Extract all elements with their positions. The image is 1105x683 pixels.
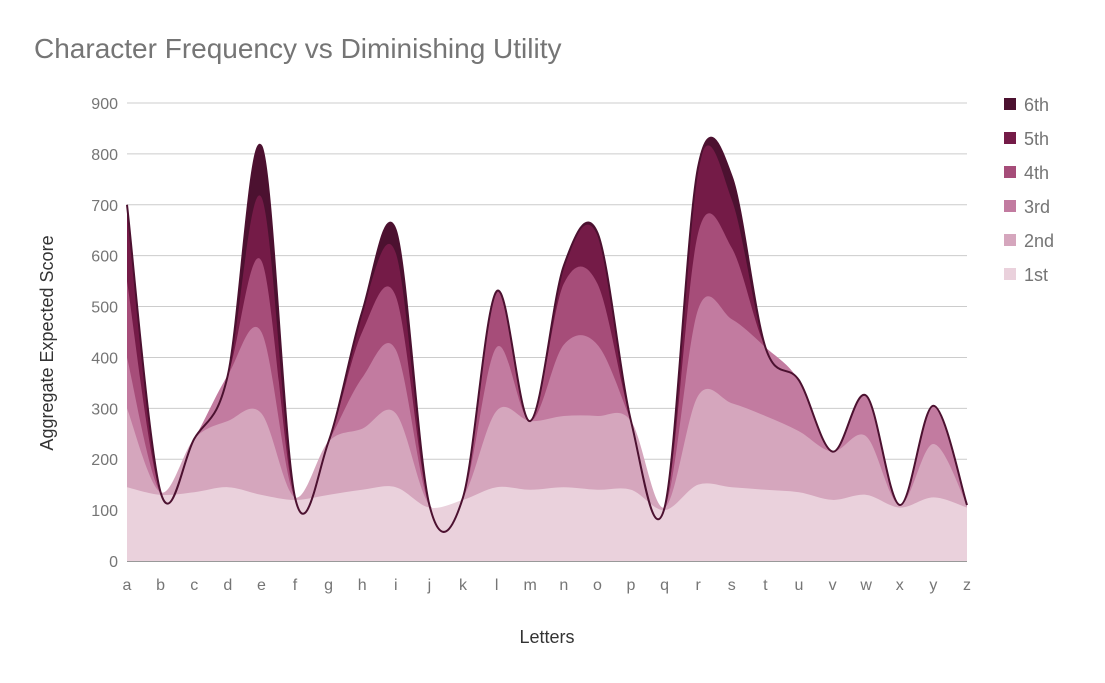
x-tick-label: s xyxy=(728,577,736,594)
legend-label-3rd: 3rd xyxy=(1024,197,1050,217)
y-tick-label: 100 xyxy=(91,503,118,520)
x-tick-label: v xyxy=(829,577,837,594)
y-tick-label: 700 xyxy=(91,198,118,215)
y-axis-title: Aggregate Expected Score xyxy=(37,235,57,450)
x-tick-label: q xyxy=(660,577,669,594)
x-tick-label: z xyxy=(963,577,971,594)
x-tick-label: n xyxy=(559,577,568,594)
stack-outline xyxy=(126,136,968,533)
x-tick-label: m xyxy=(524,577,537,594)
x-tick-label: y xyxy=(929,577,937,594)
x-tick-label: w xyxy=(859,577,872,594)
legend: 6th 5th 4th 3rd 2nd 1st xyxy=(1004,95,1054,285)
legend-swatch-4th xyxy=(1004,166,1016,178)
area-series-1st xyxy=(127,483,967,561)
x-axis-title: Letters xyxy=(519,627,574,647)
x-tick-label: x xyxy=(896,577,904,594)
legend-label-5th: 5th xyxy=(1024,129,1049,149)
x-tick-label: j xyxy=(427,577,432,594)
x-tick-label: b xyxy=(156,577,165,594)
legend-swatch-6th xyxy=(1004,98,1016,110)
legend-label-6th: 6th xyxy=(1024,95,1049,115)
y-tick-label: 0 xyxy=(109,554,118,571)
legend-label-1st: 1st xyxy=(1024,265,1048,285)
x-tick-label: c xyxy=(190,577,198,594)
y-tick-label: 200 xyxy=(91,452,118,469)
y-axis-ticks: 0 100 200 300 400 500 600 700 800 900 xyxy=(91,96,118,571)
x-tick-label: k xyxy=(459,577,468,594)
legend-label-2nd: 2nd xyxy=(1024,231,1054,251)
x-tick-label: i xyxy=(394,577,398,594)
y-tick-label: 300 xyxy=(91,401,118,418)
y-tick-label: 500 xyxy=(91,300,118,317)
x-tick-label: l xyxy=(495,577,499,594)
chart-title: Character Frequency vs Diminishing Utili… xyxy=(34,33,562,64)
x-tick-label: e xyxy=(257,577,266,594)
x-tick-label: p xyxy=(627,577,636,594)
x-tick-label: g xyxy=(324,577,333,594)
y-tick-label: 400 xyxy=(91,350,118,367)
y-tick-label: 600 xyxy=(91,249,118,266)
x-tick-label: u xyxy=(795,577,804,594)
legend-swatch-3rd xyxy=(1004,200,1016,212)
stacked-areas xyxy=(126,136,968,561)
y-tick-label: 800 xyxy=(91,147,118,164)
x-tick-label: t xyxy=(763,577,768,594)
y-tick-label: 900 xyxy=(91,96,118,113)
x-tick-label: a xyxy=(123,577,132,594)
legend-label-4th: 4th xyxy=(1024,163,1049,183)
x-tick-label: o xyxy=(593,577,602,594)
legend-swatch-1st xyxy=(1004,268,1016,280)
legend-swatch-2nd xyxy=(1004,234,1016,246)
legend-swatch-5th xyxy=(1004,132,1016,144)
x-axis-ticks: a b c d e f g h i j k l m n o p q r s t u v w x y z xyxy=(123,577,971,594)
x-tick-label: r xyxy=(696,577,702,594)
x-tick-label: h xyxy=(358,577,367,594)
x-tick-label: f xyxy=(293,577,298,594)
x-tick-label: d xyxy=(223,577,232,594)
